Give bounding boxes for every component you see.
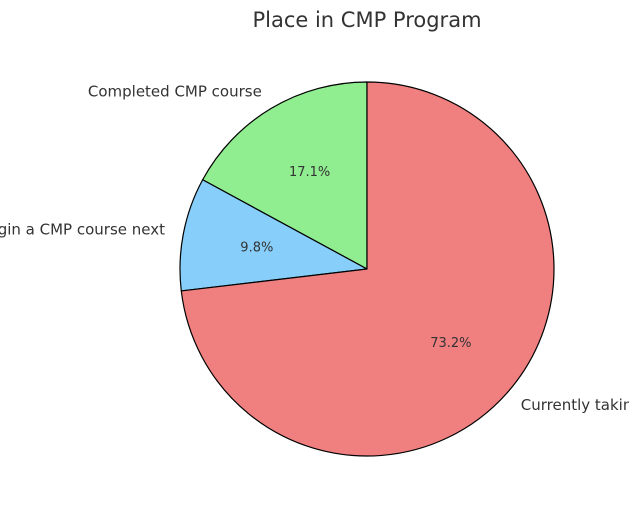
pie-slices <box>179 81 555 457</box>
slice-label-2: Currently taking CMP course <box>521 396 629 414</box>
slice-label-1: Will begin a CMP course next <box>0 221 165 239</box>
pie-slice-0 <box>202 81 368 270</box>
slice-percent-0: 17.1% <box>289 165 330 180</box>
pie-slice-1 <box>179 179 368 292</box>
pie-slice-2 <box>180 81 555 457</box>
slice-label-0: Completed CMP course <box>88 83 262 101</box>
slice-percent-2: 73.2% <box>430 336 471 351</box>
chart-title: Place in CMP Program <box>252 8 481 32</box>
slice-percent-1: 9.8% <box>240 240 273 255</box>
pie-labels: Completed CMP course 17.1% Will begin a CM… <box>0 83 629 414</box>
